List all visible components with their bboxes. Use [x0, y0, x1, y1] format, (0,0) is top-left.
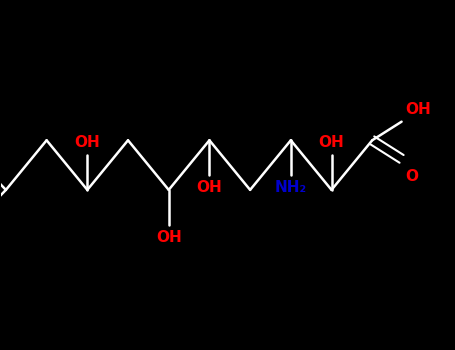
Text: OH: OH [318, 135, 344, 150]
Text: OH: OH [405, 102, 431, 117]
Text: OH: OH [75, 135, 100, 150]
Text: NH₂: NH₂ [275, 180, 307, 195]
Text: O: O [405, 169, 418, 184]
Text: OH: OH [156, 230, 182, 245]
Text: OH: OH [197, 180, 222, 195]
